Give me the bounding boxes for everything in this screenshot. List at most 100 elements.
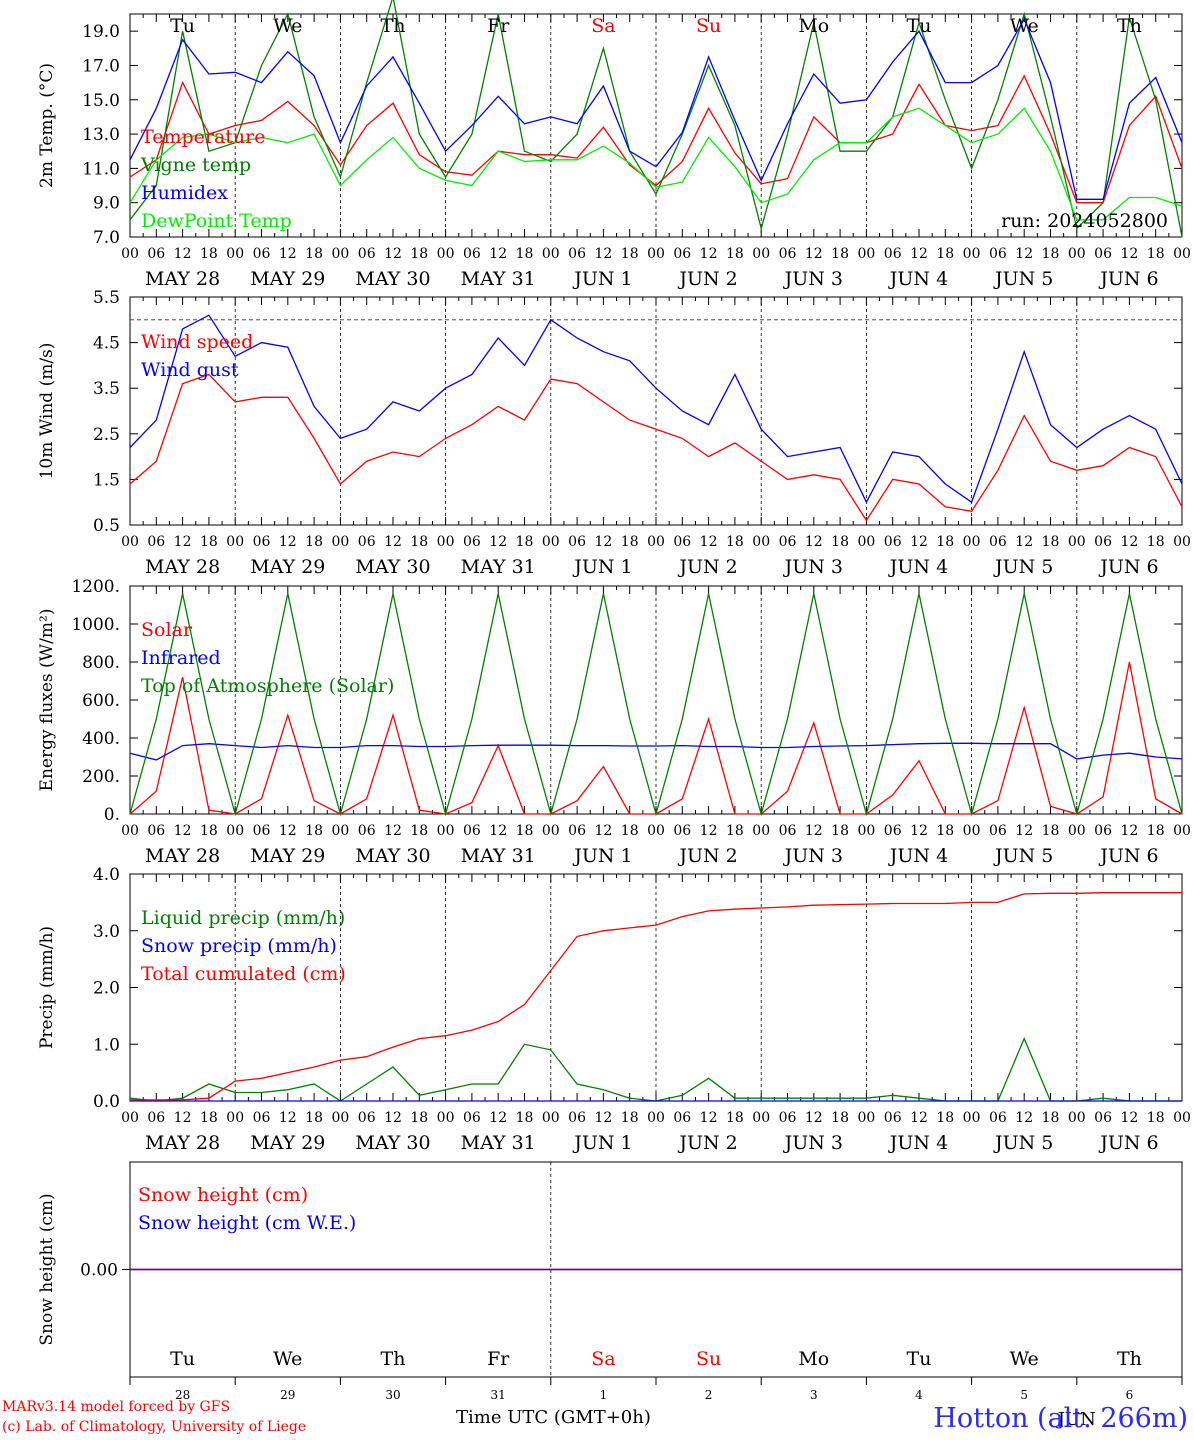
y-tick-label: 1.0 xyxy=(93,1035,120,1055)
hour-label: 18 xyxy=(1147,823,1165,839)
hour-label: 12 xyxy=(910,823,928,839)
hour-label: 12 xyxy=(594,823,612,839)
hour-label: 12 xyxy=(700,246,718,262)
hour-label: 00 xyxy=(963,246,981,262)
hour-label: 06 xyxy=(147,246,165,262)
day-label: MAY 30 xyxy=(355,268,430,290)
y-tick-label: 11.0 xyxy=(82,159,120,179)
weekday-label: Su xyxy=(696,1348,721,1370)
hour-label: 00 xyxy=(1173,823,1191,839)
hour-label: 00 xyxy=(437,246,455,262)
weekday-label: Sa xyxy=(591,15,615,37)
hour-label: 18 xyxy=(1147,246,1165,262)
hour-label: 06 xyxy=(1094,534,1112,550)
day-number-label: 28 xyxy=(175,1388,190,1402)
hour-label: 18 xyxy=(516,1110,534,1126)
day-label: MAY 30 xyxy=(355,556,430,578)
weekday-label: Tu xyxy=(907,1348,932,1370)
day-label: JUN 5 xyxy=(993,845,1053,867)
legend-entry: Total cumulated (cm) xyxy=(141,963,346,985)
hour-label: 18 xyxy=(410,246,428,262)
hour-label: 06 xyxy=(673,1110,691,1126)
weekday-label: We xyxy=(273,1348,302,1370)
legend-entry: Infrared xyxy=(141,647,221,669)
hour-label: 12 xyxy=(279,823,297,839)
hour-label: 00 xyxy=(963,1110,981,1126)
day-label: JUN 5 xyxy=(993,556,1053,578)
hour-label: 00 xyxy=(752,823,770,839)
hour-label: 00 xyxy=(647,1110,665,1126)
day-number-label: 3 xyxy=(810,1388,818,1402)
hour-label: 06 xyxy=(779,1110,797,1126)
hour-label: 18 xyxy=(936,1110,954,1126)
hour-label: 00 xyxy=(647,246,665,262)
x-axis-label: Time UTC (GMT+0h) xyxy=(456,1407,651,1428)
hour-label: 00 xyxy=(1173,246,1191,262)
hour-label: 00 xyxy=(437,534,455,550)
hour-label: 18 xyxy=(936,246,954,262)
hour-label: 18 xyxy=(1147,1110,1165,1126)
hour-label: 12 xyxy=(805,246,823,262)
hour-label: 12 xyxy=(1120,534,1138,550)
y-axis-label: Snow height (cm) xyxy=(37,1193,57,1345)
legend-entry: Snow precip (mm/h) xyxy=(141,935,337,957)
hour-label: 18 xyxy=(831,246,849,262)
hour-label: 12 xyxy=(1120,246,1138,262)
y-tick-label: 17.0 xyxy=(82,56,120,76)
legend-entry: Snow height (cm W.E.) xyxy=(138,1212,356,1234)
hour-label: 06 xyxy=(989,246,1007,262)
series-line xyxy=(129,314,1183,504)
y-axis-label: 2m Temp. (°C) xyxy=(37,63,57,188)
day-label: JUN 2 xyxy=(677,268,737,290)
hour-label: 18 xyxy=(726,534,744,550)
y-tick-label: 600. xyxy=(82,691,120,711)
y-tick-label: 7.0 xyxy=(93,228,120,248)
hour-label: 18 xyxy=(1042,246,1060,262)
day-label: JUN 4 xyxy=(888,845,948,867)
day-label: MAY 28 xyxy=(145,556,220,578)
hour-label: 06 xyxy=(989,1110,1007,1126)
hour-label: 00 xyxy=(331,823,349,839)
day-label: JUN 3 xyxy=(783,845,843,867)
day-label: JUN 3 xyxy=(783,1132,843,1154)
hour-label: 18 xyxy=(200,823,218,839)
hour-label: 12 xyxy=(384,246,402,262)
series-line xyxy=(129,593,1183,817)
legend-entry: Vigne temp xyxy=(140,154,251,176)
series-line xyxy=(129,74,1183,204)
hour-label: 00 xyxy=(1068,1110,1086,1126)
day-number-label: 4 xyxy=(915,1388,923,1402)
hour-label: 00 xyxy=(752,1110,770,1126)
hour-label: 00 xyxy=(857,246,875,262)
legend-entry: Temperature xyxy=(141,126,265,148)
hour-label: 18 xyxy=(831,823,849,839)
hour-label: 06 xyxy=(358,823,376,839)
hour-label: 18 xyxy=(516,246,534,262)
hour-label: 00 xyxy=(226,534,244,550)
hour-label: 12 xyxy=(489,246,507,262)
hour-label: 12 xyxy=(910,246,928,262)
day-number-label: 29 xyxy=(280,1388,295,1402)
y-tick-label: 0. xyxy=(104,805,120,825)
day-number-label: 31 xyxy=(491,1388,506,1402)
hour-label: 06 xyxy=(568,1110,586,1126)
hour-label: 00 xyxy=(121,534,139,550)
y-tick-label: 15.0 xyxy=(82,91,120,111)
weekday-label: Th xyxy=(1117,1348,1142,1370)
model-credit: MARv3.14 model forced by GFS xyxy=(2,1399,231,1415)
hour-label: 18 xyxy=(305,1110,323,1126)
hour-label: 00 xyxy=(752,246,770,262)
hour-label: 06 xyxy=(779,823,797,839)
hour-label: 18 xyxy=(936,534,954,550)
hour-label: 12 xyxy=(594,246,612,262)
hour-label: 12 xyxy=(1120,823,1138,839)
hour-label: 06 xyxy=(253,246,271,262)
hour-label: 06 xyxy=(673,823,691,839)
hour-label: 00 xyxy=(331,534,349,550)
day-label: MAY 31 xyxy=(461,1132,536,1154)
series-line xyxy=(130,892,1182,1101)
legend-entry: Humidex xyxy=(141,182,228,204)
day-number-label: 5 xyxy=(1020,1388,1028,1402)
y-tick-label: 0.5 xyxy=(93,516,120,536)
series-line xyxy=(129,107,1183,221)
